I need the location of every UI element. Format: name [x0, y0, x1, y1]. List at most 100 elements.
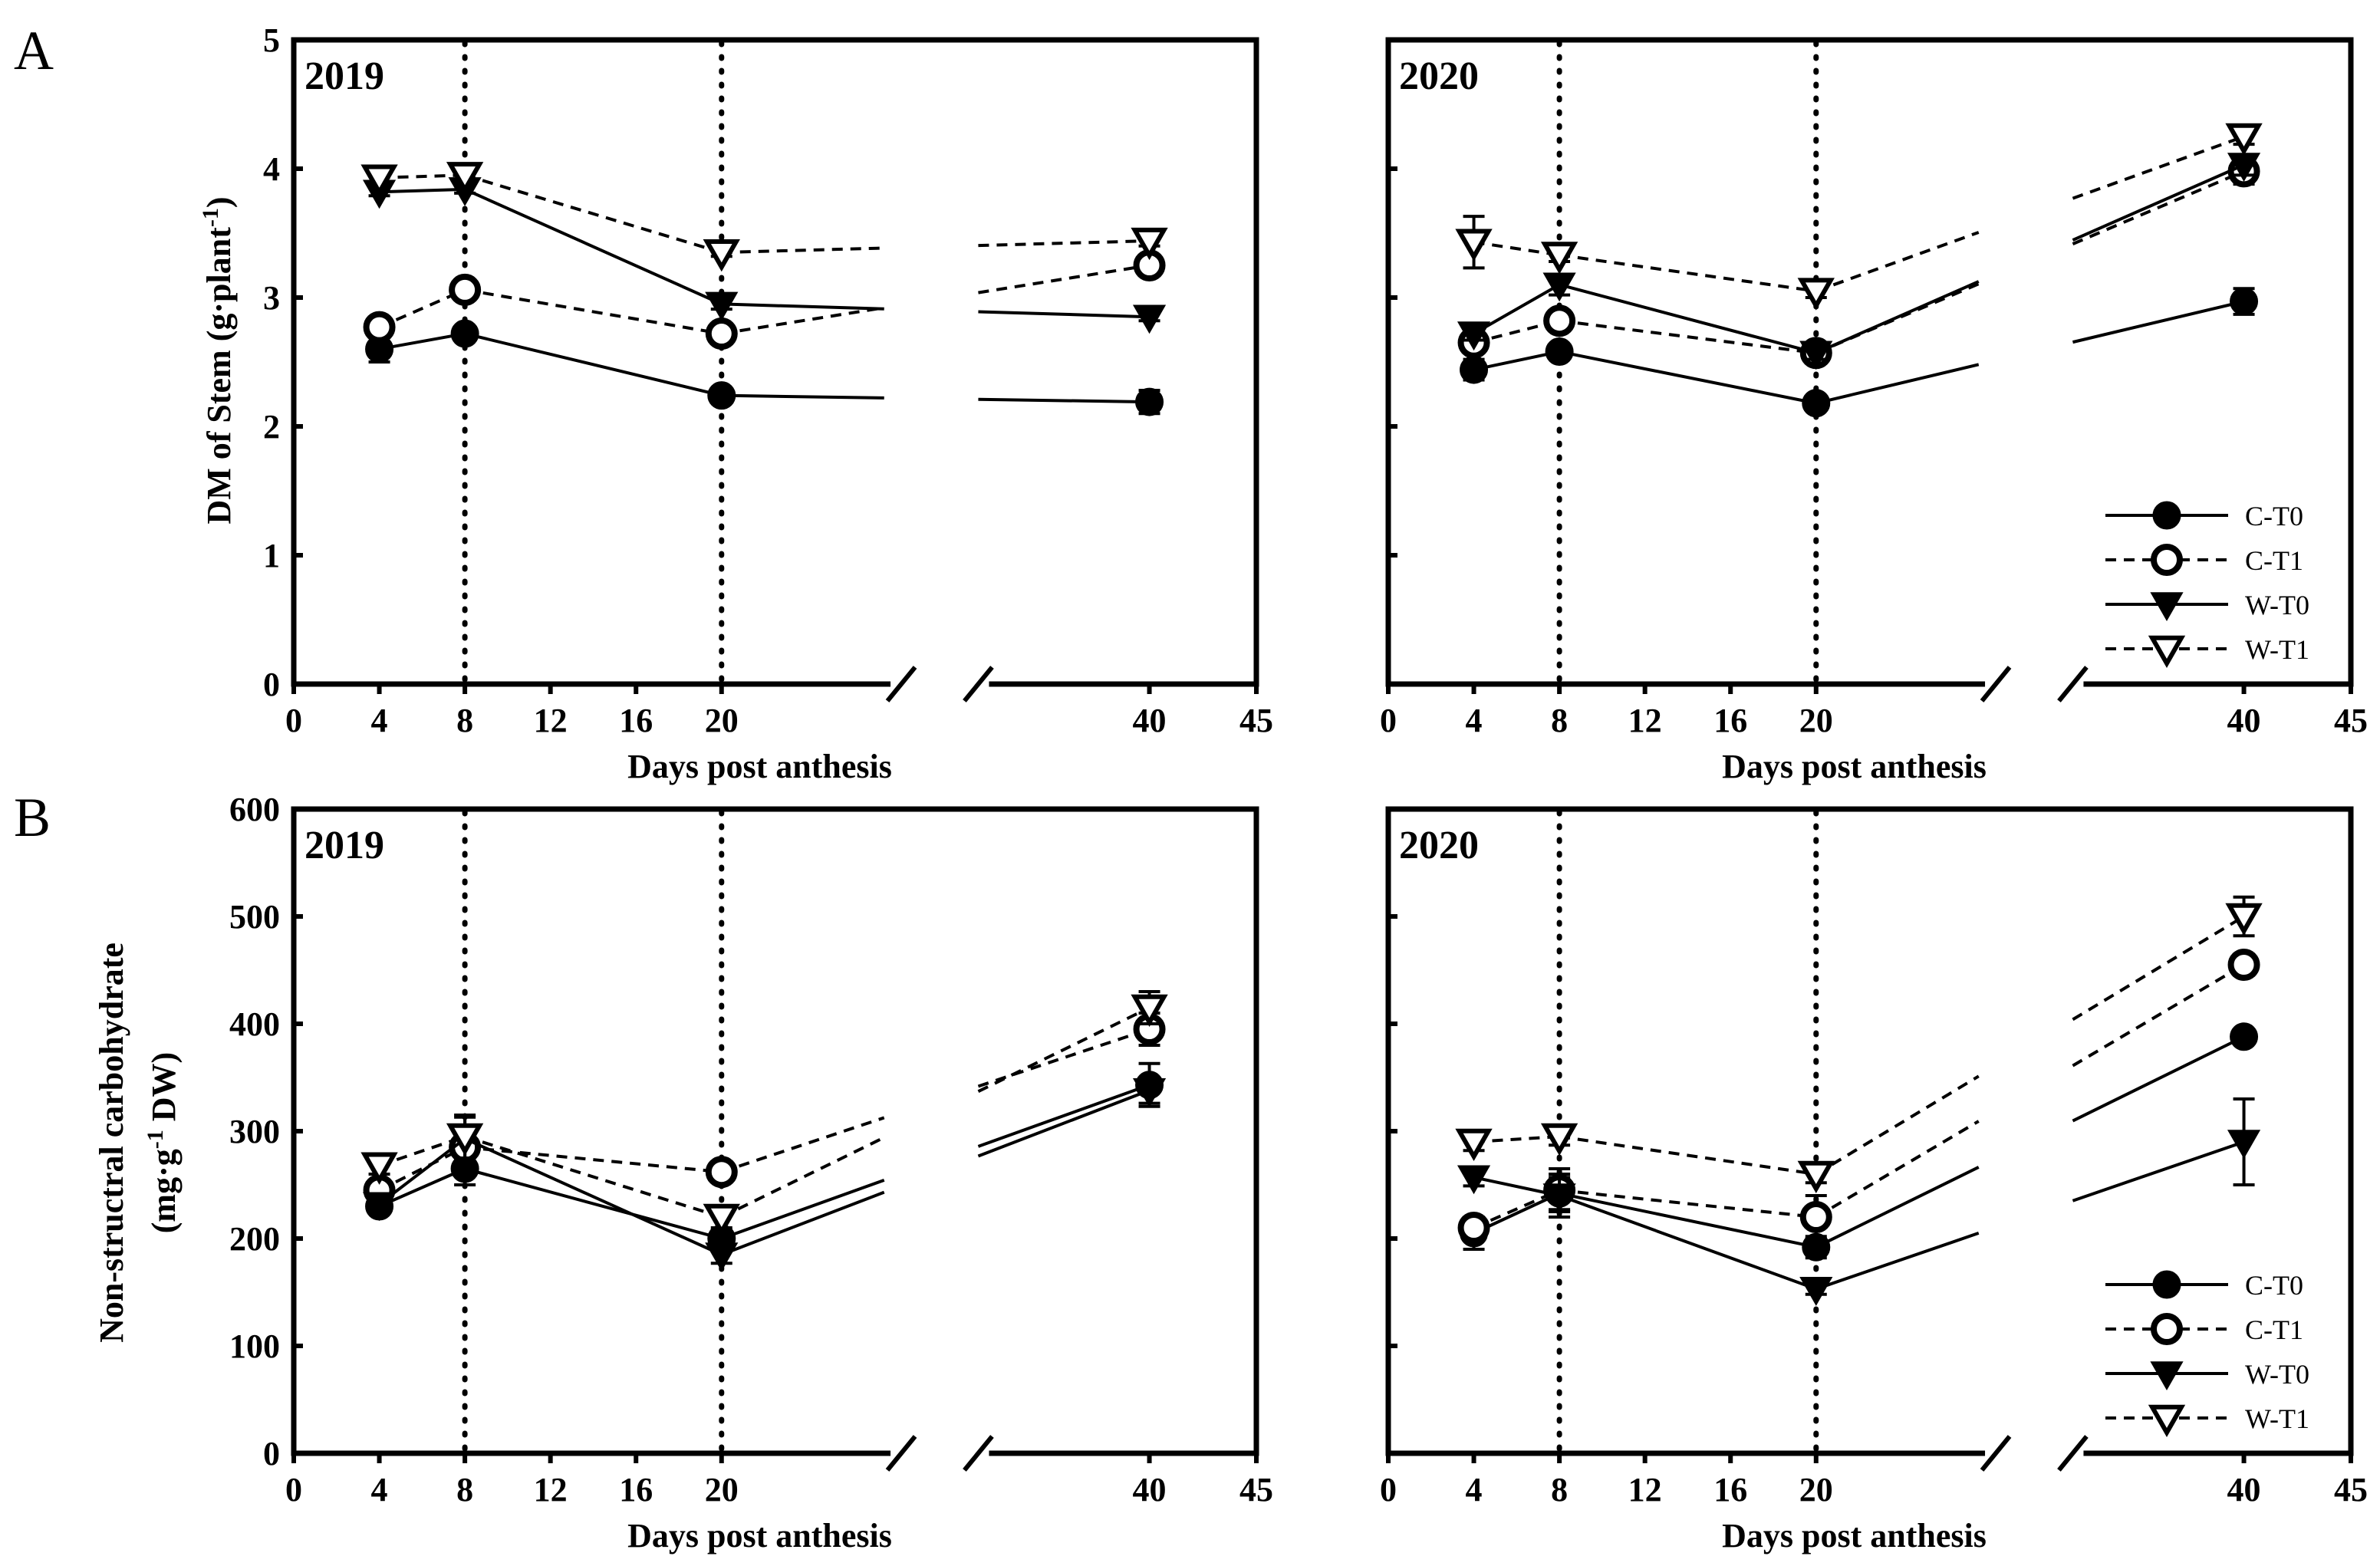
series-line-segment — [977, 1083, 1150, 1148]
series-w-t1 — [1455, 895, 2263, 1194]
data-point-w-t1 — [2225, 903, 2263, 936]
x-tick-label: 12 — [1628, 702, 1662, 739]
legend-marker-c-t1 — [2151, 544, 2183, 576]
legend-marker-w-t0 — [2150, 1361, 2184, 1391]
x-axis-break-mark-1 — [885, 666, 917, 702]
series-line-segment — [720, 1136, 885, 1219]
data-point-w-t1 — [1131, 994, 1168, 1028]
x-axis-break-mark-2 — [2057, 666, 2089, 702]
y-tick-label: 500 — [229, 898, 280, 936]
data-point-c-t0 — [1135, 387, 1164, 416]
data-point-w-t1 — [446, 162, 484, 195]
data-point-w-t0 — [705, 291, 739, 321]
data-point-w-t1 — [1797, 278, 1835, 311]
series-line-segment — [1559, 1194, 1817, 1291]
series-c-t0 — [1460, 287, 2259, 418]
panel-label-b: B — [14, 787, 51, 848]
data-point-w-t1 — [360, 164, 398, 197]
legend-entry-w-t1: W-T1 — [2245, 634, 2309, 665]
data-point-w-t0 — [2227, 1130, 2261, 1160]
x-tick-label: 40 — [1133, 1471, 1167, 1508]
data-point-c-t1 — [1457, 1212, 1490, 1244]
y-tick-label: 200 — [229, 1220, 280, 1258]
x-tick-label: 45 — [1239, 1471, 1273, 1508]
data-point-w-t1 — [1455, 229, 1493, 262]
year-label: 2019 — [304, 824, 384, 867]
data-point-w-t0 — [1457, 321, 1491, 351]
data-point-w-t0 — [1132, 1078, 1167, 1107]
data-point-w-t0 — [1799, 1277, 1833, 1306]
y-tick-label: 0 — [263, 666, 280, 703]
series-line-segment — [721, 246, 884, 255]
series-line-segment — [721, 306, 885, 336]
series-line-segment — [464, 1167, 723, 1240]
y-tick-label: 300 — [229, 1113, 280, 1150]
x-tick-label: 0 — [1380, 702, 1397, 739]
series-line-segment — [379, 187, 466, 194]
legend-entry-w-t0: W-T0 — [2245, 1359, 2309, 1390]
x-tick-label: 8 — [456, 702, 473, 739]
legend-marker-c-t0 — [2152, 1270, 2181, 1299]
x-tick-label: 20 — [705, 1471, 739, 1508]
series-line-segment — [378, 1135, 466, 1167]
series-line-segment — [379, 332, 466, 351]
data-point-c-t1 — [1799, 1201, 1832, 1233]
data-point-c-t0 — [1802, 389, 1831, 418]
x-axis-break-mark-2 — [963, 666, 994, 702]
series-line-segment — [1815, 1120, 1980, 1219]
legend-marker-c-t0 — [2152, 501, 2181, 530]
data-point-c-t1 — [705, 1156, 738, 1189]
series-line-segment — [1559, 1192, 1817, 1249]
series-line-segment — [1815, 1074, 1980, 1176]
x-tick-label: 20 — [1799, 1471, 1833, 1508]
x-axis-break-mark-1 — [1980, 666, 2012, 702]
x-tick-label: 12 — [534, 1471, 568, 1508]
x-tick-label: 16 — [619, 1471, 653, 1508]
x-tick-label: 40 — [2227, 702, 2261, 739]
series-line-segment — [1473, 1176, 1560, 1197]
legend-entry-w-t0: W-T0 — [2245, 590, 2309, 620]
x-tick-label: 4 — [1466, 1471, 1483, 1508]
series-line-segment — [1559, 350, 1817, 405]
series-w-t0 — [1457, 1097, 2261, 1306]
data-point-w-t0 — [705, 1242, 739, 1272]
series-line-segment — [721, 302, 884, 311]
series-line-segment — [978, 310, 1150, 319]
series-line-segment — [1559, 319, 1817, 355]
x-tick-label: 45 — [1239, 702, 1273, 739]
series-line-segment — [464, 1137, 723, 1256]
x-axis-break-mark-2 — [2057, 1435, 2089, 1472]
series-line-segment — [977, 1088, 1150, 1158]
x-tick-label: 8 — [1551, 702, 1568, 739]
x-tick-label: 16 — [619, 702, 653, 739]
y-tick-label: 3 — [263, 279, 280, 317]
data-point-w-t1 — [1455, 1128, 1493, 1162]
legend-marker-c-t1 — [2151, 1313, 2183, 1345]
x-tick-label: 4 — [371, 702, 388, 739]
year-label: 2020 — [1399, 824, 1479, 867]
data-point-w-t0 — [1457, 1165, 1491, 1195]
series-line-segment — [2072, 300, 2245, 344]
legend-entry-c-t1: C-T1 — [2245, 545, 2303, 576]
data-point-c-t0 — [1460, 355, 1489, 384]
x-axis-label: Days post anthesis — [1722, 748, 1987, 785]
y-axis-label-nsc-line1: Non-structral carbohydrate — [93, 943, 130, 1343]
y-tick-label: 400 — [229, 1005, 280, 1043]
data-point-w-t0 — [1132, 304, 1167, 334]
series-c-t1 — [1457, 949, 2260, 1244]
plot-frame — [291, 806, 1259, 1456]
y-tick-label: 100 — [229, 1327, 280, 1365]
data-point-w-t1 — [1797, 1160, 1835, 1194]
series-c-t1 — [363, 249, 1166, 350]
x-tick-label: 45 — [2334, 702, 2368, 739]
series-line-segment — [721, 1190, 885, 1256]
data-point-c-t1 — [449, 273, 482, 306]
series-line-segment — [2072, 915, 2245, 1022]
x-axis-break-mark-1 — [885, 1435, 917, 1472]
y-axis-label-nsc-line2: (mg·g-1 DW) — [143, 1052, 183, 1233]
y-tick-label: 5 — [263, 21, 280, 59]
series-w-t1 — [360, 990, 1168, 1237]
series-line-segment — [1559, 1135, 1817, 1176]
